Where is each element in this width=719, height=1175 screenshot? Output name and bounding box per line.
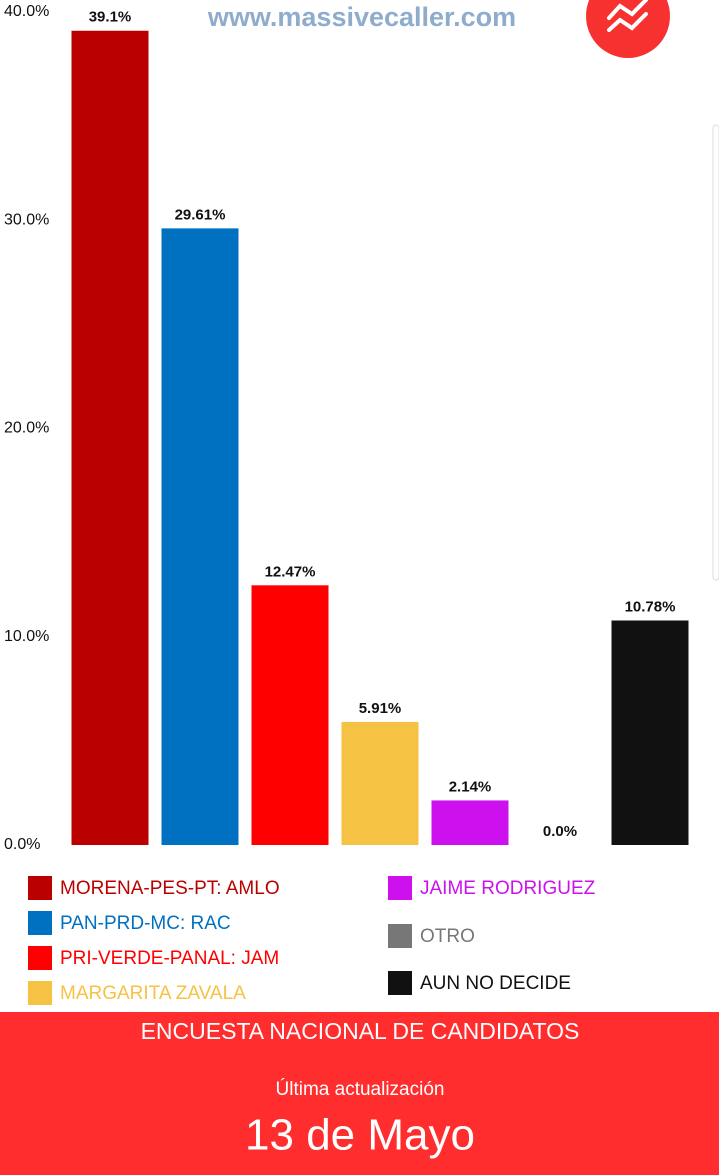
legend-swatch <box>388 971 412 995</box>
legend-label: MARGARITA ZAVALA <box>60 983 246 1004</box>
bar <box>431 800 509 845</box>
y-tick-label: 0.0% <box>4 836 40 853</box>
value-label: 10.78% <box>625 598 676 615</box>
legend-swatch <box>28 981 52 1005</box>
footer-band <box>0 1012 719 1175</box>
scrollbar <box>712 124 719 581</box>
legend-label: JAIME RODRIGUEZ <box>420 878 596 899</box>
legend-swatch <box>388 876 412 900</box>
watermark: www.massivecaller.com <box>207 2 516 32</box>
value-label: 29.61% <box>175 206 226 223</box>
app-icon[interactable] <box>586 0 670 58</box>
value-label: 5.91% <box>359 700 402 717</box>
bar <box>161 228 239 845</box>
bar <box>341 721 419 845</box>
legend-swatch <box>28 911 52 935</box>
legend-label: PAN-PRD-MC: RAC <box>60 913 231 934</box>
value-label: 12.47% <box>265 563 316 580</box>
bar <box>611 620 689 845</box>
value-label: 2.14% <box>449 778 492 795</box>
y-tick-label: 40.0% <box>4 3 49 20</box>
legend-label: OTRO <box>420 926 475 947</box>
y-tick-label: 30.0% <box>4 211 49 228</box>
value-label: 39.1% <box>89 9 132 26</box>
legend-swatch <box>28 946 52 970</box>
legend-label: PRI-VERDE-PANAL: JAM <box>60 948 279 969</box>
footer-date: 13 de Mayo <box>245 1111 475 1160</box>
legend-label: AUN NO DECIDE <box>420 973 571 994</box>
value-label: 0.0% <box>543 823 577 840</box>
footer-title: ENCUESTA NACIONAL DE CANDIDATOS <box>141 1018 580 1044</box>
icon-glyph[interactable] <box>607 0 648 32</box>
bar <box>251 585 329 845</box>
y-tick-label: 10.0% <box>4 628 49 645</box>
legend-swatch <box>388 924 412 948</box>
footer-subtitle: Última actualización <box>276 1078 445 1100</box>
bar <box>71 30 149 846</box>
y-tick-label: 20.0% <box>4 420 49 437</box>
legend-swatch <box>28 876 52 900</box>
icon-circle[interactable] <box>586 0 670 58</box>
legend-label: MORENA-PES-PT: AMLO <box>60 878 280 899</box>
